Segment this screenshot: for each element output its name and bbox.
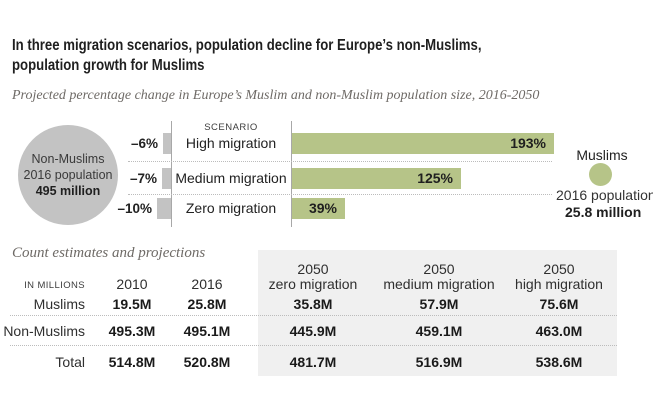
muslim-bar: 125% xyxy=(292,168,461,189)
table-cell: 445.9M xyxy=(289,323,337,339)
table-cell: 57.9M xyxy=(419,296,459,312)
table-cell: 19.5M xyxy=(112,296,152,312)
table-section-title: Count estimates and projections xyxy=(12,245,206,261)
column-header-2050-medium: 2050 medium migration xyxy=(383,261,495,292)
column-header-2050-zero: 2050 zero migration xyxy=(268,261,358,292)
table-cell: 463.0M xyxy=(535,323,583,339)
row-label-total: Total xyxy=(55,354,85,370)
non-muslim-bar xyxy=(157,198,171,219)
table-row-separator xyxy=(10,345,617,346)
muslims-legend-caption: 2016 population xyxy=(556,187,653,203)
table-cell: 538.6M xyxy=(535,354,583,370)
left-axis-line xyxy=(171,121,172,227)
non-muslim-pct-label: –6% xyxy=(130,136,158,151)
table-row-separator xyxy=(10,315,617,316)
table-cell: 75.6M xyxy=(539,296,579,312)
non-muslims-2016-bubble: Non-Muslims 2016 population 495 million xyxy=(18,125,118,225)
unit-label: IN MILLIONS xyxy=(24,280,85,291)
scenario-label: Medium migration xyxy=(175,170,287,186)
table-cell: 35.8M xyxy=(293,296,333,312)
scenario-label: Zero migration xyxy=(185,200,277,216)
table-cell: 516.9M xyxy=(415,354,463,370)
table-cell: 495.3M xyxy=(108,323,156,339)
muslims-legend-value: 25.8 million xyxy=(565,204,642,220)
table-cell: 481.7M xyxy=(289,354,337,370)
non-muslim-pct-label: –10% xyxy=(117,201,152,216)
muslim-bar: 39% xyxy=(292,198,345,219)
muslim-bar: 193% xyxy=(292,133,554,154)
row-label-non-muslims: Non-Muslims xyxy=(3,323,85,339)
row-separator xyxy=(128,161,552,162)
muslim-pct-label: 125% xyxy=(417,170,453,186)
title-line-1: In three migration scenarios, population… xyxy=(12,37,482,54)
bubble-name: Non-Muslims xyxy=(31,152,105,166)
muslim-pct-label: 193% xyxy=(510,135,546,151)
row-label-muslims: Muslims xyxy=(33,296,85,312)
table-cell: 25.8M xyxy=(187,296,227,312)
column-header-2016: 2016 xyxy=(191,276,223,292)
table-cell: 514.8M xyxy=(108,354,156,370)
muslims-legend-title: Muslims xyxy=(576,147,628,163)
column-header-2050-high: 2050 high migration xyxy=(515,261,603,292)
scenario-column-header: SCENARIO xyxy=(204,122,258,133)
title-line-2: population growth for Muslims xyxy=(12,57,205,74)
muslims-2016-bubble xyxy=(589,163,612,186)
non-muslim-bar xyxy=(162,168,171,189)
non-muslim-bar xyxy=(163,133,171,154)
row-separator xyxy=(128,194,552,195)
column-header-2010: 2010 xyxy=(116,276,148,292)
bubble-caption: 2016 population xyxy=(23,168,113,182)
right-axis-line xyxy=(291,121,292,227)
chart-subtitle: Projected percentage change in Europe’s … xyxy=(12,88,540,103)
table-cell: 459.1M xyxy=(415,323,463,339)
scenario-label: High migration xyxy=(185,135,277,151)
muslim-pct-label: 39% xyxy=(308,200,337,216)
page-title: In three migration scenarios, population… xyxy=(12,36,641,76)
table-cell: 495.1M xyxy=(183,323,231,339)
bubble-value: 495 million xyxy=(35,184,101,198)
projection-columns-shading xyxy=(258,250,617,376)
table-cell: 520.8M xyxy=(183,354,231,370)
non-muslim-pct-label: –7% xyxy=(129,171,157,186)
